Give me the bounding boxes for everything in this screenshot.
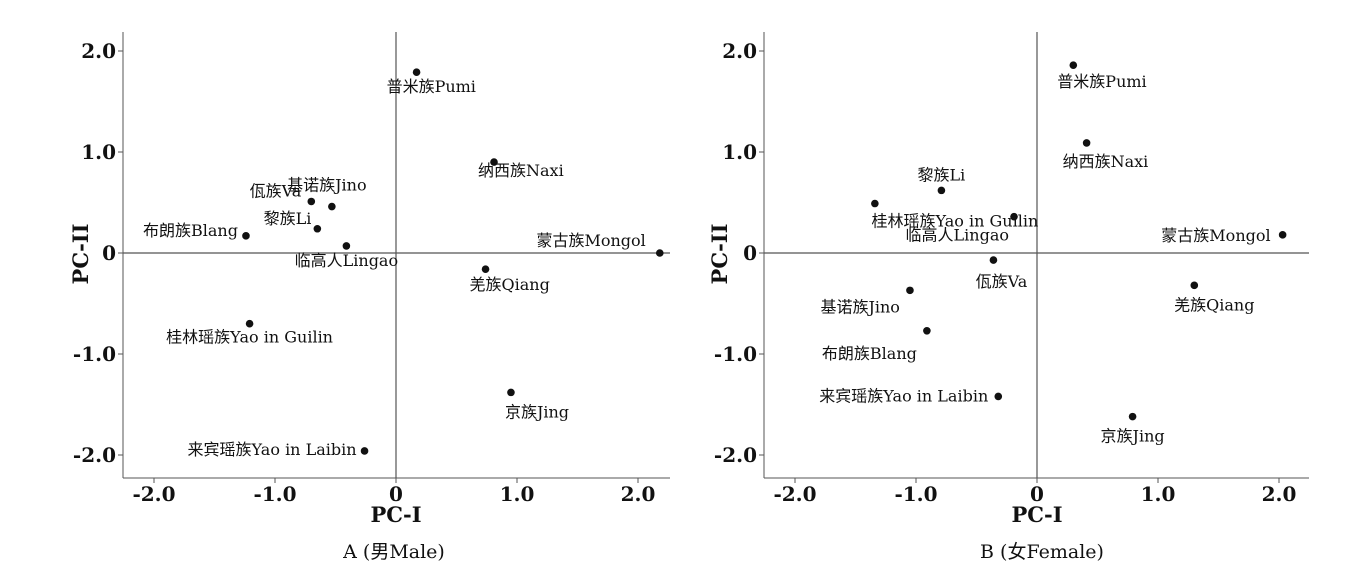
data-point <box>245 319 254 328</box>
data-point <box>937 186 946 195</box>
point-label: 黎族Li <box>918 165 966 184</box>
data-point <box>1128 412 1137 421</box>
data-point <box>1010 212 1018 221</box>
data-point <box>1082 139 1091 147</box>
caption-female: B (女Female) <box>980 541 1104 563</box>
y-tick-label: -1.0 <box>73 342 116 366</box>
data-point <box>1278 231 1287 239</box>
point-label: 纳西族Naxi <box>1063 152 1149 171</box>
data-point <box>342 242 351 250</box>
data-point <box>994 392 1003 401</box>
y-tick-label: 1.0 <box>722 140 757 164</box>
point-label: 羌族Qiang <box>470 275 550 294</box>
x-tick-label: 1.0 <box>1141 482 1176 506</box>
point-label: 佤族Va <box>250 181 302 200</box>
data-point <box>313 224 322 233</box>
data-point <box>655 249 664 257</box>
x-axis-title: PC-I <box>1011 502 1062 527</box>
data-point <box>481 265 490 273</box>
data-point <box>490 158 498 166</box>
point-label: 纳西族Naxi <box>478 161 564 180</box>
y-axis-title: PC-II <box>68 224 93 285</box>
data-point <box>507 388 515 397</box>
y-tick-label: 2.0 <box>81 39 116 63</box>
y-tick-label: -2.0 <box>73 443 116 467</box>
point-label: 来宾瑶族Yao in Laibin <box>819 386 988 405</box>
point-label: 黎族Li <box>264 209 312 228</box>
point-label: 布朗族Blang <box>143 221 238 240</box>
data-point <box>923 326 931 335</box>
data-point <box>360 447 369 455</box>
point-label: 普米族Pumi <box>387 77 476 96</box>
point-label: 来宾瑶族Yao in Laibin <box>187 440 356 459</box>
data-point <box>989 256 998 264</box>
point-label: 布朗族Blang <box>822 344 917 363</box>
x-tick-label: -1.0 <box>894 482 937 506</box>
data-point <box>412 68 421 77</box>
data-point <box>906 286 914 295</box>
data-point <box>1069 61 1078 69</box>
y-tick-label: 0 <box>102 241 116 265</box>
y-tick-label: 1.0 <box>81 140 116 164</box>
caption-male: A (男Male) <box>343 541 445 563</box>
x-axis-title: PC-I <box>370 502 421 527</box>
y-tick-label: 2.0 <box>722 39 757 63</box>
data-point <box>307 197 316 206</box>
x-tick-label: -1.0 <box>253 482 296 506</box>
x-tick-label: 1.0 <box>500 482 535 506</box>
point-label: 羌族Qiang <box>1174 295 1254 314</box>
point-label: 基诺族Jino <box>287 176 366 195</box>
x-tick-label: -2.0 <box>132 482 175 506</box>
point-label: 桂林瑶族Yao in Guilin <box>871 212 1038 231</box>
point-label: 蒙古族Mongol <box>1161 226 1270 245</box>
x-tick-label: 0 <box>389 482 403 506</box>
point-label: 临高人Lingao <box>295 251 398 270</box>
data-point <box>871 199 879 208</box>
scatter-plot-male: -2.0 -1.0 0 1.0 2.0 2.0 1.0 0 -1.0 -2.0 PC-I PC-II 普… <box>68 32 670 527</box>
x-tick-label: -2.0 <box>773 482 816 506</box>
y-tick-label: -2.0 <box>714 443 757 467</box>
data-point <box>242 232 250 240</box>
panel-male: -2.0 -1.0 0 1.0 2.0 2.0 1.0 0 -1.0 -2.0 PC-I PC-II 普… <box>68 32 670 563</box>
point-label: 京族Jing <box>1101 427 1165 446</box>
scatter-plot-female: -2.0 -1.0 0 1.0 2.0 2.0 1.0 0 -1.0 -2.0 PC-I PC-II 普… <box>707 32 1309 527</box>
x-tick-label: 2.0 <box>1262 482 1297 506</box>
point-label: 蒙古族Mongol <box>536 231 645 250</box>
point-label: 桂林瑶族Yao in Guilin <box>166 328 333 347</box>
panel-female: -2.0 -1.0 0 1.0 2.0 2.0 1.0 0 -1.0 -2.0 PC-I PC-II 普… <box>679 0 1358 569</box>
point-label: 京族Jing <box>505 402 569 421</box>
point-label: 普米族Pumi <box>1057 72 1146 91</box>
x-tick-label: 0 <box>1030 482 1044 506</box>
data-point <box>328 202 336 211</box>
point-label: 临高人Lingao <box>906 226 1009 245</box>
point-label: 基诺族Jino <box>820 297 899 316</box>
y-tick-label: -1.0 <box>714 342 757 366</box>
point-label: 佤族Va <box>976 272 1028 291</box>
y-tick-label: 0 <box>743 241 757 265</box>
y-axis-title: PC-II <box>707 224 732 285</box>
data-point <box>1190 281 1199 290</box>
x-tick-label: 2.0 <box>621 482 656 506</box>
